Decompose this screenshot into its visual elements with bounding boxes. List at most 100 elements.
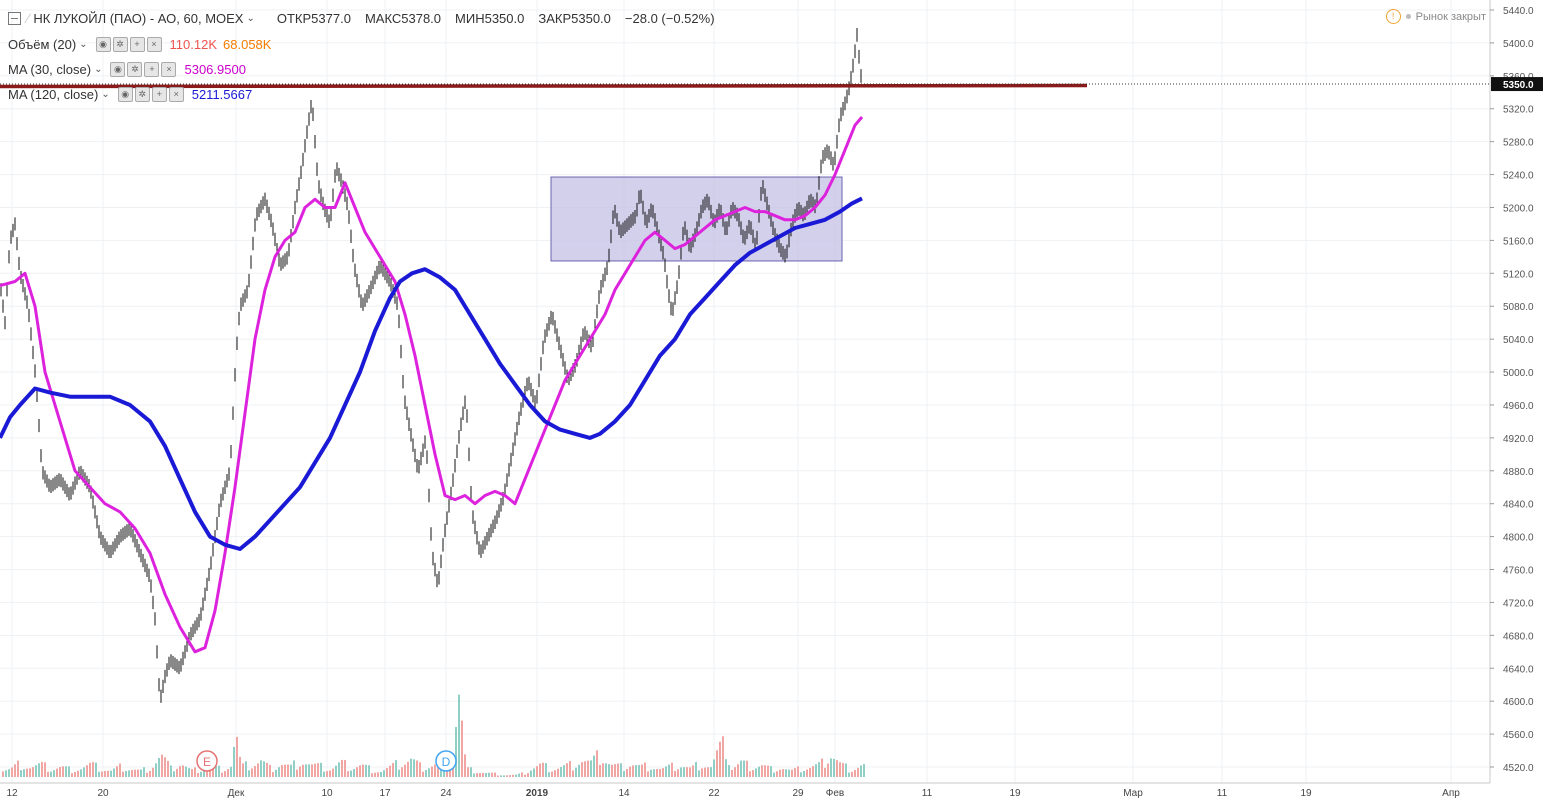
x-tick-label: 20 xyxy=(97,788,109,799)
volume-bar xyxy=(767,765,769,777)
volume-bar xyxy=(149,770,151,777)
eye-icon[interactable]: ◉ xyxy=(110,61,126,77)
volume-bar xyxy=(5,770,7,777)
volume-bar xyxy=(662,768,664,777)
volume-bar xyxy=(584,761,586,777)
volume-bar xyxy=(512,774,514,777)
volume-bar xyxy=(803,770,805,777)
ma120-indicator-name[interactable]: MA (120, close) xyxy=(8,86,99,102)
volume-bar xyxy=(779,769,781,777)
volume-bar xyxy=(560,767,562,777)
volume-bar xyxy=(464,754,466,777)
volume-bar xyxy=(200,771,202,777)
volume-bar xyxy=(485,772,487,777)
y-tick-label: 5160.0 xyxy=(1503,236,1534,247)
volume-bar xyxy=(626,769,628,777)
settings-icon[interactable]: ✲ xyxy=(134,86,150,102)
volume-bar xyxy=(656,768,658,777)
open-label: ОТКР xyxy=(276,10,312,26)
volume-bar xyxy=(617,763,619,777)
chevron-down-icon[interactable]: ⌄ xyxy=(79,38,88,50)
volume-bar xyxy=(704,767,706,777)
volume-bar xyxy=(44,762,46,777)
volume-bar xyxy=(770,766,772,777)
volume-bar xyxy=(503,775,505,777)
volume-bar xyxy=(347,771,349,777)
volume-bar xyxy=(515,774,517,777)
x-tick-label: 17 xyxy=(379,788,391,799)
volume-bar xyxy=(659,769,661,777)
volume-bar xyxy=(359,765,361,777)
x-tick-label: Апр xyxy=(1442,788,1460,799)
volume-bar xyxy=(638,765,640,777)
high-value: 5378.0 xyxy=(401,10,442,26)
close-icon[interactable]: × xyxy=(168,86,184,102)
collapse-icon[interactable] xyxy=(8,11,21,25)
volume-bar xyxy=(671,762,673,777)
close-icon[interactable]: × xyxy=(161,61,177,77)
volume-bar xyxy=(14,764,16,777)
volume-bar xyxy=(509,775,511,777)
volume-bar xyxy=(632,765,634,777)
volume-bar xyxy=(857,767,859,777)
volume-bar xyxy=(308,764,310,777)
plus-icon[interactable]: + xyxy=(129,36,145,52)
volume-bar xyxy=(647,771,649,777)
y-tick-label: 4880.0 xyxy=(1503,467,1534,478)
volume-bar xyxy=(551,771,553,777)
volume-bar xyxy=(467,767,469,777)
volume-bar xyxy=(122,771,124,777)
volume-bar xyxy=(62,766,64,777)
volume-bar xyxy=(56,768,58,777)
volume-indicator-name[interactable]: Объём (20) xyxy=(8,36,77,52)
eye-icon[interactable]: ◉ xyxy=(95,36,111,52)
close-icon[interactable]: × xyxy=(146,36,162,52)
volume-bar xyxy=(83,767,85,777)
volume-bar xyxy=(737,764,739,777)
eye-icon[interactable]: ◉ xyxy=(117,86,133,102)
volume-bar xyxy=(791,769,793,777)
volume-bar xyxy=(176,768,178,777)
volume-bar xyxy=(611,764,613,777)
volume-bar xyxy=(119,763,121,777)
volume-bar xyxy=(530,770,532,777)
symbol-title[interactable]: НК ЛУКОЙЛ (ПАО) - АО, 60, MOEX xyxy=(33,10,244,26)
x-tick-label: 22 xyxy=(708,788,720,799)
plus-icon[interactable]: + xyxy=(144,61,160,77)
volume-indicator-row[interactable]: Объём (20) ⌄ ◉ ✲ + × 110.12K 68.058K xyxy=(8,35,271,53)
volume-bar xyxy=(296,769,298,777)
chevron-down-icon[interactable]: ⌄ xyxy=(101,88,110,100)
plus-icon[interactable]: + xyxy=(151,86,167,102)
volume-bar xyxy=(164,757,166,777)
volume-ma-value: 68.058K xyxy=(223,36,272,52)
ma30-indicator-name[interactable]: MA (30, close) xyxy=(8,61,92,77)
high-label: МАКС xyxy=(364,10,402,26)
warning-icon[interactable]: ! xyxy=(1385,9,1401,24)
volume-bar xyxy=(185,766,187,777)
volume-bar xyxy=(179,766,181,777)
volume-bar xyxy=(602,763,604,777)
volume-bar xyxy=(806,769,808,777)
volume-bar xyxy=(365,764,367,777)
event-marker-label: E xyxy=(203,755,211,769)
ma30-indicator-row[interactable]: MA (30, close) ⌄ ◉ ✲ + × 5306.9500 xyxy=(8,60,246,78)
chevron-down-icon[interactable]: ⌄ xyxy=(94,63,103,75)
x-tick-label: Фев xyxy=(826,788,844,799)
volume-bar xyxy=(497,775,499,777)
event-marker-label: D xyxy=(442,755,451,769)
settings-icon[interactable]: ✲ xyxy=(112,36,128,52)
volume-bar xyxy=(827,763,829,777)
settings-icon[interactable]: ✲ xyxy=(127,61,143,77)
ma120-indicator-row[interactable]: MA (120, close) ⌄ ◉ ✲ + × 5211.5667 xyxy=(8,85,252,103)
status-dot-icon xyxy=(1405,14,1411,19)
volume-bar xyxy=(242,763,244,777)
event-marker-d xyxy=(435,750,457,772)
chevron-down-icon[interactable]: ⌄ xyxy=(246,12,255,24)
volume-bar xyxy=(227,769,229,777)
volume-bar xyxy=(212,766,214,777)
volume-bar xyxy=(320,762,322,777)
y-tick-label: 5440.0 xyxy=(1503,6,1534,17)
volume-bar xyxy=(758,766,760,777)
market-status: ! Рынок закрыт xyxy=(1385,9,1486,24)
